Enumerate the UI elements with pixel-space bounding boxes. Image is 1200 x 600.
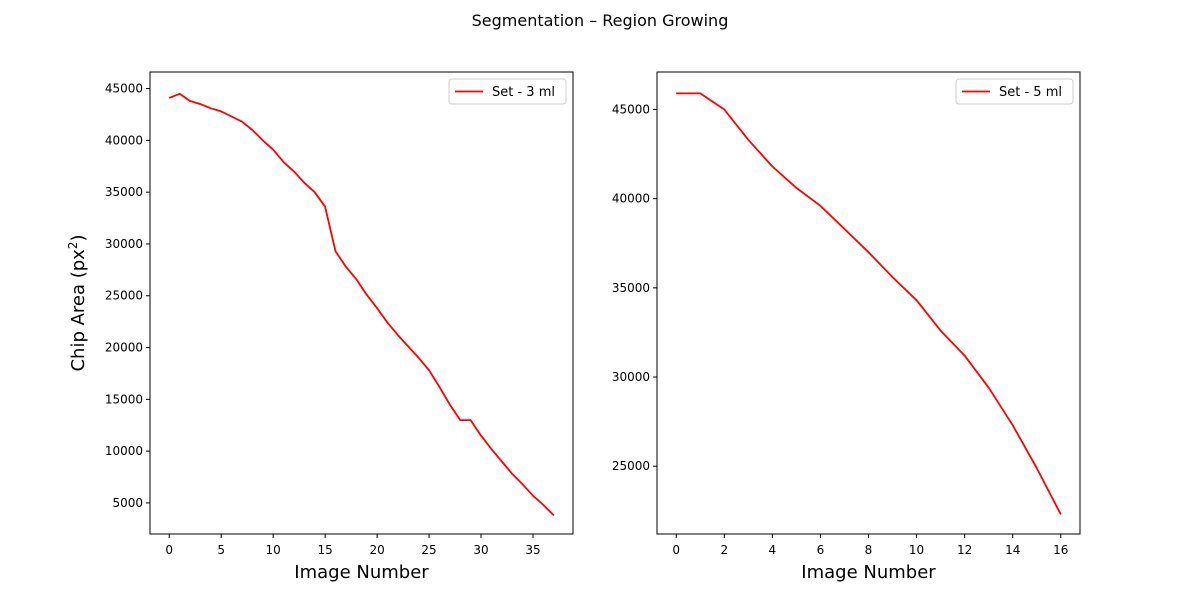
x-tick-label: 2 <box>720 543 728 557</box>
y-tick-label: 45000 <box>612 102 650 116</box>
x-axis-label: Image Number <box>294 562 429 583</box>
y-tick-label: 35000 <box>105 185 143 199</box>
x-tick-label: 35 <box>525 543 540 557</box>
x-tick-label: 16 <box>1053 543 1068 557</box>
y-tick-label: 40000 <box>105 133 143 147</box>
legend: Set - 3 ml <box>448 78 567 105</box>
legend: Set - 5 ml <box>955 78 1074 105</box>
y-tick-label: 10000 <box>105 444 143 458</box>
x-tick-label: 25 <box>421 543 436 557</box>
x-tick-label: 10 <box>909 543 924 557</box>
x-tick-label: 10 <box>266 543 281 557</box>
axes-frame <box>656 71 1081 535</box>
y-tick-label: 25000 <box>105 289 143 303</box>
y-tick-label: 45000 <box>105 82 143 96</box>
y-tick-label: 15000 <box>105 392 143 406</box>
plot-left: 0 5 10 15 20 25 30 35 5000 10000 15000 20000 25000 30… <box>66 71 574 583</box>
y-tick-label: 25000 <box>612 459 650 473</box>
y-tick-label: 20000 <box>105 341 143 355</box>
x-tick-label: 0 <box>165 543 173 557</box>
y-tick-label: 30000 <box>612 370 650 384</box>
x-tick-label: 6 <box>817 543 825 557</box>
figure-suptitle: Segmentation – Region Growing <box>472 11 729 30</box>
axes-frame <box>149 71 574 535</box>
y-tick-label: 40000 <box>612 192 650 206</box>
x-tick-label: 5 <box>217 543 225 557</box>
x-tick-label: 4 <box>769 543 777 557</box>
plot-right: 0 2 4 6 8 10 12 14 16 25000 30000 35000 40000 45000 Im… <box>612 71 1081 583</box>
series-line <box>676 92 1062 515</box>
y-tick-label: 30000 <box>105 237 143 251</box>
x-tick-label: 12 <box>957 543 972 557</box>
legend-label: Set - 5 ml <box>999 85 1062 100</box>
y-tick-label: 35000 <box>612 281 650 295</box>
legend-box <box>448 78 567 105</box>
x-axis-label: Image Number <box>801 562 936 583</box>
x-tick-label: 8 <box>865 543 873 557</box>
x-tick-label: 0 <box>672 543 680 557</box>
x-tick-label: 30 <box>473 543 488 557</box>
x-tick-label: 14 <box>1005 543 1020 557</box>
legend-box <box>955 78 1074 105</box>
x-tick-label: 15 <box>317 543 332 557</box>
x-tick-label: 20 <box>369 543 384 557</box>
legend-label: Set - 3 ml <box>492 85 555 100</box>
y-axis-label: Chip Area (px2) <box>66 234 89 371</box>
y-tick-label: 5000 <box>112 496 143 510</box>
series-line <box>168 92 555 517</box>
